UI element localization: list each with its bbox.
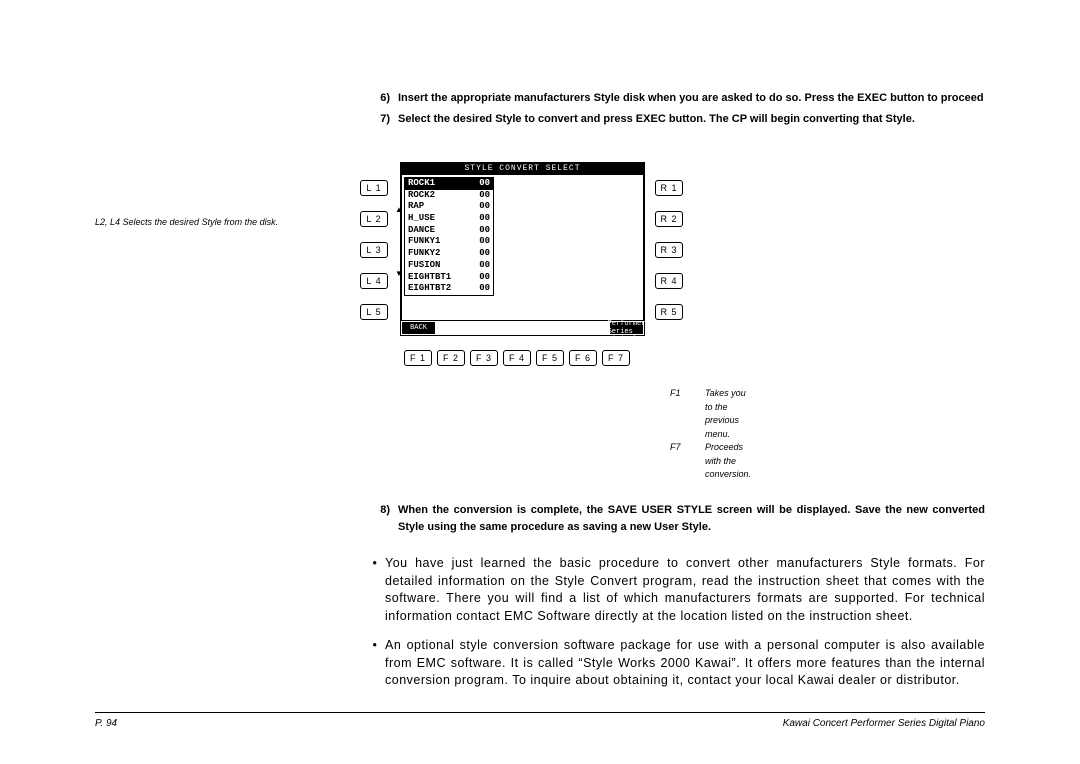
screen-footer: BACK Kawai Concert Performer Series Digi…: [401, 321, 644, 335]
list-item-name: H_USE: [408, 213, 435, 225]
list-item-name: FUNKY1: [408, 236, 440, 248]
list-item-value: 00: [479, 190, 490, 202]
l-button[interactable]: L 4: [360, 273, 388, 289]
f-button[interactable]: F 6: [569, 350, 597, 366]
f-button[interactable]: F 1: [404, 350, 432, 366]
list-item-value: 00: [479, 213, 490, 225]
screen-body: ▲ ▼ ROCK100ROCK200RAP00H_USE00DANCE00FUN…: [402, 175, 643, 320]
r-button[interactable]: R 3: [655, 242, 683, 258]
f-button[interactable]: F 5: [536, 350, 564, 366]
paragraph-section: •You have just learned the basic procedu…: [365, 555, 985, 690]
instruction-number: 8): [365, 502, 390, 535]
list-item: EIGHTBT2 00: [405, 283, 493, 295]
caption-text: Takes you to the previous menu.: [705, 387, 751, 441]
instruction-number: 6): [365, 90, 390, 107]
bullet-icon: •: [365, 555, 385, 625]
instruction-text: Select the desired Style to convert and …: [398, 111, 985, 128]
list-item: RAP 00: [405, 201, 493, 213]
list-item: ROCK2 00: [405, 190, 493, 202]
diagram-area: L2, L4 Selects the desired Style from th…: [95, 162, 985, 442]
back-label: BACK: [402, 322, 435, 334]
f-button-row: F 1 F 2 F 3 F 4 F 5 F 6 F 7: [404, 350, 630, 366]
list-item-value: 00: [479, 260, 490, 272]
caption-text: Proceeds with the conversion.: [705, 441, 751, 482]
r-button[interactable]: R 5: [655, 304, 683, 320]
paragraph: •An optional style conversion software p…: [365, 637, 985, 690]
instruction-row: 7) Select the desired Style to convert an…: [365, 111, 985, 128]
f-button[interactable]: F 2: [437, 350, 465, 366]
paragraph-text: An optional style conversion software pa…: [385, 637, 985, 690]
list-item-name: EIGHTBT1: [408, 272, 451, 284]
caption-label: F1: [670, 387, 705, 441]
page-footer: P. 94 Kawai Concert Performer Series Dig…: [95, 712, 985, 729]
instruction-row: 6) Insert the appropriate manufacturers S…: [365, 90, 985, 107]
down-arrow-icon: ▼: [395, 269, 403, 278]
left-caption: L2, L4 Selects the desired Style from th…: [95, 217, 355, 227]
footer-title: Kawai Concert Performer Series Digital P…: [783, 718, 985, 729]
instruction-number: 7): [365, 111, 390, 128]
exec-label: Kawai Concert Performer Series Digital P…: [610, 322, 643, 334]
l-button[interactable]: L 5: [360, 304, 388, 320]
r-button[interactable]: R 4: [655, 273, 683, 289]
instruction-text: When the conversion is complete, the SAV…: [398, 502, 985, 535]
r-button[interactable]: R 2: [655, 211, 683, 227]
paragraph-text: You have just learned the basic procedur…: [385, 555, 985, 625]
bullet-icon: •: [365, 637, 385, 690]
list-item: FUNKY1 00: [405, 236, 493, 248]
list-item: DANCE 00: [405, 225, 493, 237]
up-arrow-icon: ▲: [395, 205, 403, 214]
list-item-value: 00: [479, 236, 490, 248]
list-item-value: 00: [479, 225, 490, 237]
content-area: 6) Insert the appropriate manufacturers S…: [95, 90, 985, 702]
list-item-value: 00: [479, 201, 490, 213]
f-button[interactable]: F 7: [602, 350, 630, 366]
document-page: 6) Insert the appropriate manufacturers S…: [0, 0, 1080, 764]
list-item: FUSION 00: [405, 260, 493, 272]
instructions-mid: 8)When the conversion is complete, the S…: [365, 502, 985, 535]
list-item-name: ROCK2: [408, 190, 435, 202]
lcd-screen: STYLE CONVERT SELECT ▲ ▼ ROCK100ROCK200R…: [400, 162, 645, 336]
page-number: P. 94: [95, 718, 117, 729]
list-item-name: FUSION: [408, 260, 440, 272]
list-item-name: FUNKY2: [408, 248, 440, 260]
list-item-name: EIGHTBT2: [408, 283, 451, 295]
list-item: ROCK1 00: [405, 178, 493, 190]
list-item-value: 00: [479, 248, 490, 260]
screen-title: STYLE CONVERT SELECT: [401, 163, 644, 174]
caption-label: F7: [670, 441, 705, 482]
r-button[interactable]: R 1: [655, 180, 683, 196]
bottom-caption: F1Takes you to the previous menu.F7Proce…: [670, 387, 751, 482]
list-item-name: RAP: [408, 201, 424, 213]
l-button[interactable]: L 1: [360, 180, 388, 196]
left-button-col: L 1 L 2 L 3 L 4 L 5: [360, 180, 388, 320]
list-item: FUNKY2 00: [405, 248, 493, 260]
list-item-value: 00: [479, 283, 490, 295]
caption-row: F7Proceeds with the conversion.: [670, 441, 751, 482]
l-button[interactable]: L 2: [360, 211, 388, 227]
list-item-name: ROCK1: [408, 178, 435, 190]
list-item-name: DANCE: [408, 225, 435, 237]
style-list: ROCK1 00 ROCK2 00 RAP 00 H_USE 00 DANCE 00 FUNKY1 0…: [404, 177, 494, 296]
caption-row: F1Takes you to the previous menu.: [670, 387, 751, 441]
right-button-col: R 1 R 2 R 3 R 4 R 5: [655, 180, 683, 320]
list-item: EIGHTBT1 00: [405, 272, 493, 284]
list-item: H_USE 00: [405, 213, 493, 225]
list-item-value: 00: [479, 272, 490, 284]
instruction-text: Insert the appropriate manufacturers Sty…: [398, 90, 985, 107]
l-button[interactable]: L 3: [360, 242, 388, 258]
list-item-value: 00: [479, 178, 490, 190]
f-button[interactable]: F 3: [470, 350, 498, 366]
instruction-row: 8)When the conversion is complete, the S…: [365, 502, 985, 535]
paragraph: •You have just learned the basic procedu…: [365, 555, 985, 625]
f-button[interactable]: F 4: [503, 350, 531, 366]
instructions-top: 6) Insert the appropriate manufacturers S…: [365, 90, 985, 127]
